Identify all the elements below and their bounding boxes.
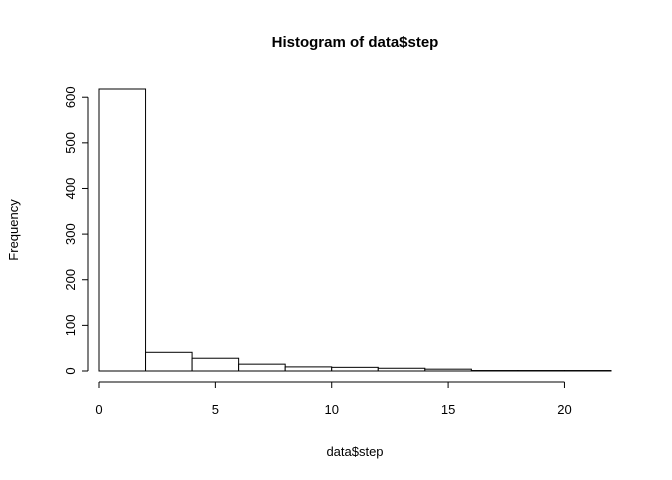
x-axis-label: data$step [326,444,383,459]
chart-title: Histogram of data$step [272,34,439,51]
y-tick-label-2: 200 [63,269,78,291]
histogram-bar-6 [377,367,426,372]
y-tick-label-5: 500 [63,132,78,154]
histogram-bar-0 [98,88,147,372]
y-tick-label-0: 0 [63,367,78,374]
histogram-bar-1 [145,351,193,372]
x-tick-label-3: 15 [441,402,455,417]
y-tick-label-6: 600 [63,86,78,108]
histogram-bar-2 [191,357,240,372]
x-tick-label-1: 5 [212,402,219,417]
x-axis: 0 5 10 15 20 [95,381,572,417]
histogram-bar-3 [238,363,286,372]
y-axis: 0 100 200 300 400 500 600 [63,86,89,375]
x-tick-label-2: 10 [324,402,338,417]
histogram-bar-5 [331,366,379,372]
y-axis-label: Frequency [6,199,21,261]
bars-group [98,88,612,372]
histogram-bar-7 [424,368,472,372]
y-tick-label-1: 100 [63,315,78,337]
histogram-bar-4 [284,366,333,372]
x-tick-label-0: 0 [95,402,102,417]
y-tick-label-4: 400 [63,178,78,200]
y-tick-label-3: 300 [63,223,78,245]
x-tick-label-4: 20 [557,402,571,417]
